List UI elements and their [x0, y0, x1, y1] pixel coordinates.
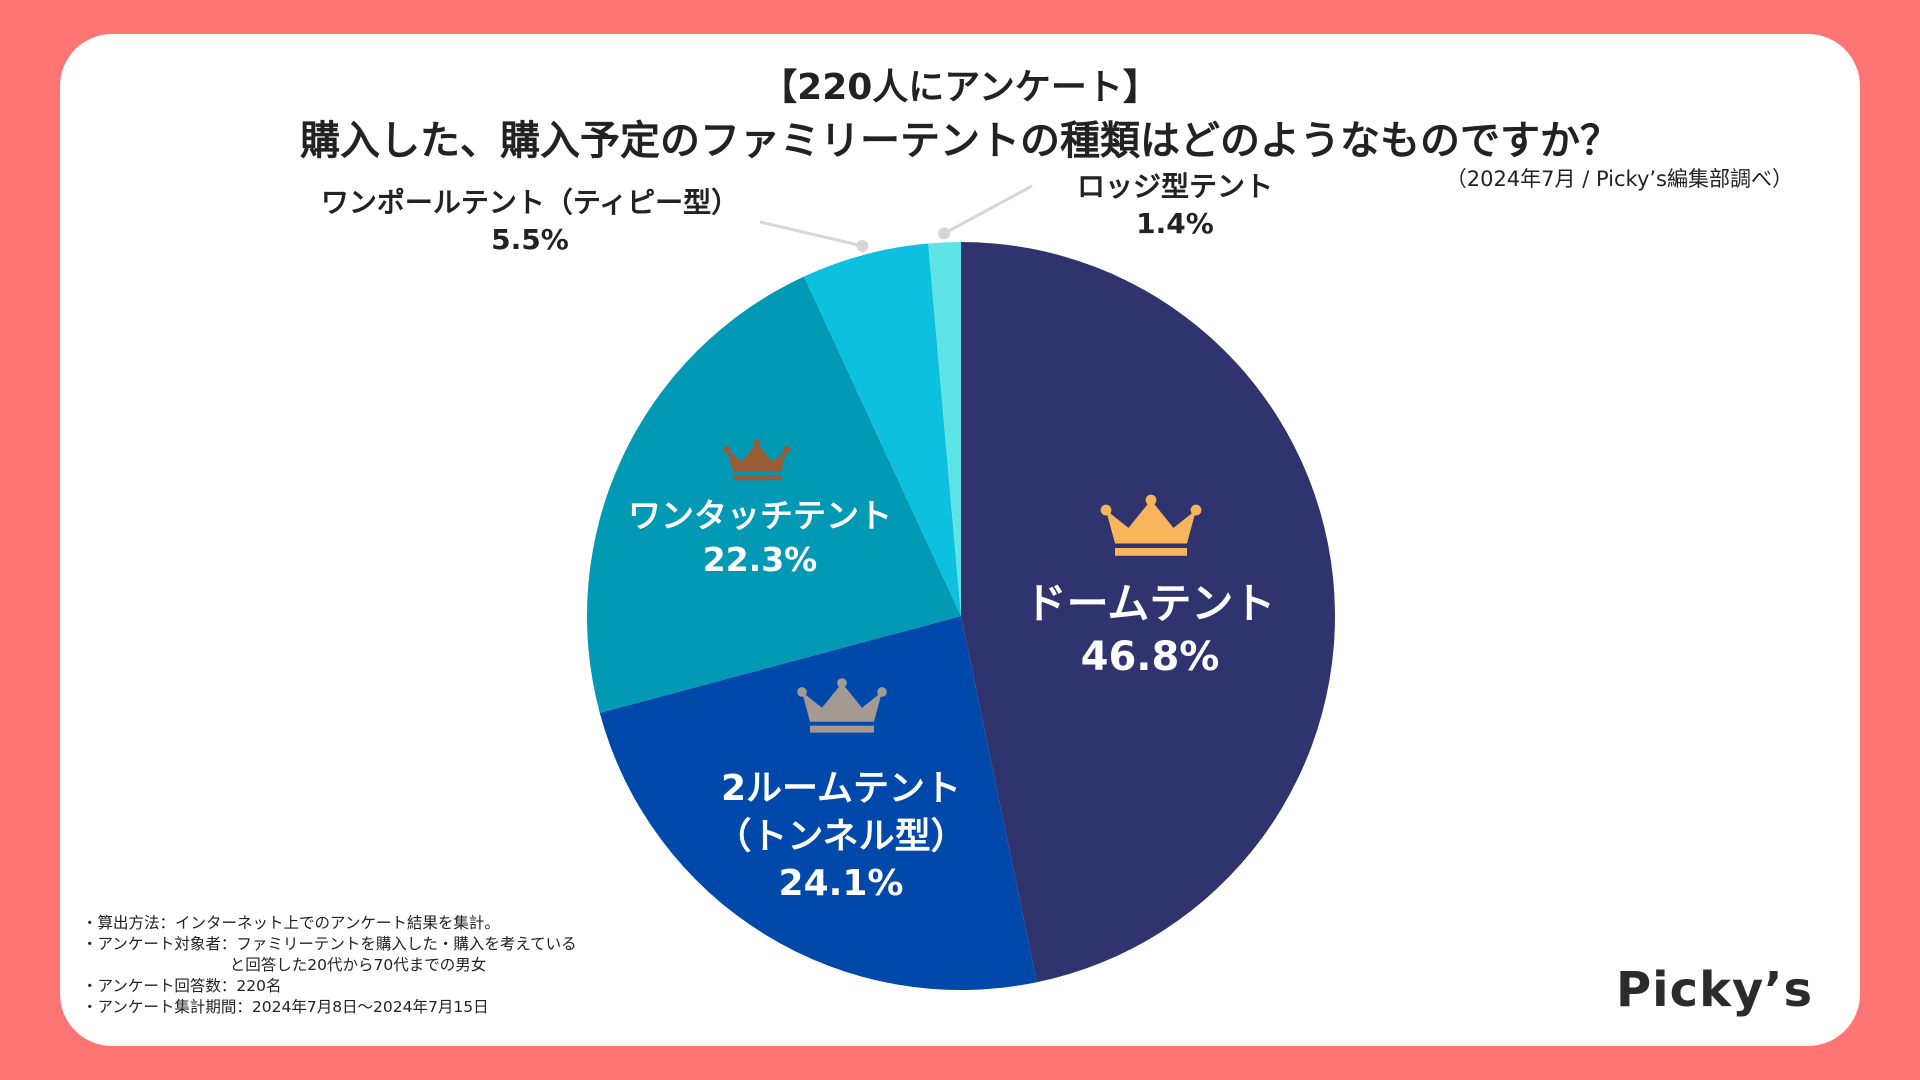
note-method: ・算出方法：インターネット上でのアンケート結果を集計。 [82, 914, 500, 932]
survey-tag: 【220人にアンケート】 [761, 67, 1159, 108]
slice-one-pole [804, 243, 961, 616]
brand-logo: Picky’s [1616, 962, 1814, 1018]
survey-notes: ・算出方法：インターネット上でのアンケート結果を集計。 ・アンケート対象者：ファ… [82, 913, 577, 1018]
slice-label-one-touch: ワンタッチテント 22.3% [600, 494, 920, 581]
leader-one-pole-line [759, 220, 863, 248]
slice-name-lodge: ロッジ型テント [1076, 170, 1273, 203]
slice-value-one-pole: 5.5% [491, 222, 569, 256]
chart-title: 購入した、購入予定のファミリーテントの種類はどのようなものですか？ [300, 118, 1620, 164]
leader-lodge-line [943, 184, 1033, 235]
slice-name-one-touch: ワンタッチテント [628, 496, 892, 535]
leader-lines [759, 184, 1033, 252]
slice-name-two-room-line2: （トンネル型） [715, 815, 967, 857]
note-period: ・アンケート集計期間：2024年7月8日〜2024年7月15日 [82, 998, 489, 1016]
leader-lodge-dot [938, 227, 951, 240]
pie-slices [587, 242, 1335, 990]
crown-silver-icon [797, 678, 887, 733]
slice-value-dome: 46.8% [1080, 634, 1220, 681]
slice-value-two-room: 24.1% [778, 863, 904, 905]
source-note: （2024年7月 / Picky’s編集部調べ） [1445, 167, 1793, 191]
slice-lodge [928, 242, 961, 616]
slice-two-room [599, 616, 1037, 990]
slice-value-lodge: 1.4% [1136, 206, 1214, 240]
slice-one-touch [587, 276, 961, 713]
note-target: ・アンケート対象者：ファミリーテントを購入した・購入を考えている [82, 935, 577, 953]
slice-value-one-touch: 22.3% [702, 539, 818, 579]
slice-dome [961, 242, 1335, 983]
note-count: ・アンケート回答数：220名 [82, 977, 282, 995]
slice-label-lodge: ロッジ型テント 1.4% [1045, 169, 1305, 243]
crown-gold-icon [1100, 494, 1202, 556]
slice-label-two-room: 2ルームテント （トンネル型） 24.1% [661, 765, 1021, 908]
slice-name-two-room-line1: 2ルームテント [721, 768, 961, 809]
leader-one-pole-dot [856, 239, 869, 252]
slice-name-dome: ドームテント [1024, 579, 1276, 628]
crown-bronze-icon [723, 439, 791, 481]
slice-name-one-pole: ワンポールテント（ティピー型） [320, 186, 740, 219]
crown-icons [723, 439, 1202, 733]
note-target-cont: と回答した20代から70代までの男女 [82, 956, 487, 974]
slice-label-dome: ドームテント 46.8% [960, 576, 1340, 684]
slice-label-one-pole: ワンポールテント（ティピー型） 5.5% [290, 185, 770, 259]
